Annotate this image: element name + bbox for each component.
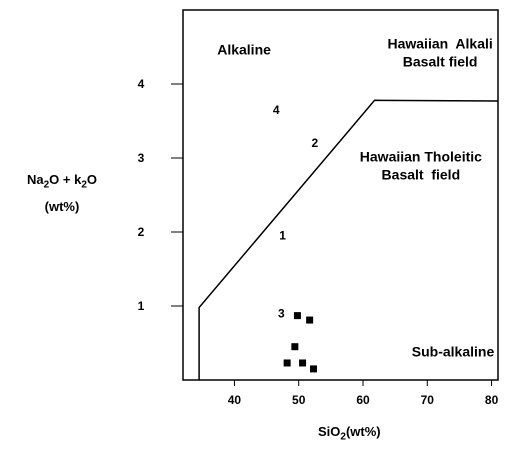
field-boundary-line [198, 99, 499, 380]
data-point [310, 365, 317, 373]
y-tick-label: 2 [138, 225, 145, 239]
y-axis-label-line2: (wt%) [44, 198, 80, 214]
region-label: Hawaiian Alkali Basalt field [387, 35, 492, 69]
x-axis-label: SiO2(wt%) [318, 424, 381, 443]
x-tick-label: 60 [356, 393, 370, 407]
y-axis-label-line1: Na2O + k2O [26, 172, 98, 191]
data-point [299, 359, 307, 367]
sample-annotation: 1 [279, 229, 286, 243]
y-tick-label: 3 [138, 151, 145, 165]
y-axis-label: Na2O + k2O (wt%) [18, 172, 106, 214]
data-point [283, 359, 291, 367]
data-point [291, 343, 299, 351]
sample-annotation: 4 [273, 103, 280, 117]
x-tick-label: 40 [228, 393, 242, 407]
sample-annotation: 2 [311, 136, 318, 150]
region-label: Sub-alkaline [412, 343, 495, 359]
region-label: Hawaiian Tholeitic Basalt field [360, 149, 482, 183]
y-tick-label: 1 [138, 299, 145, 313]
data-point [293, 312, 301, 320]
data-point [306, 316, 314, 324]
x-tick-label: 50 [292, 393, 306, 407]
x-tick-label: 70 [421, 393, 435, 407]
region-label: Alkaline [217, 41, 271, 57]
sample-annotation: 3 [278, 306, 285, 320]
plot-frame [182, 9, 499, 381]
x-tick-label: 80 [485, 393, 499, 407]
y-tick-label: 4 [138, 77, 145, 91]
